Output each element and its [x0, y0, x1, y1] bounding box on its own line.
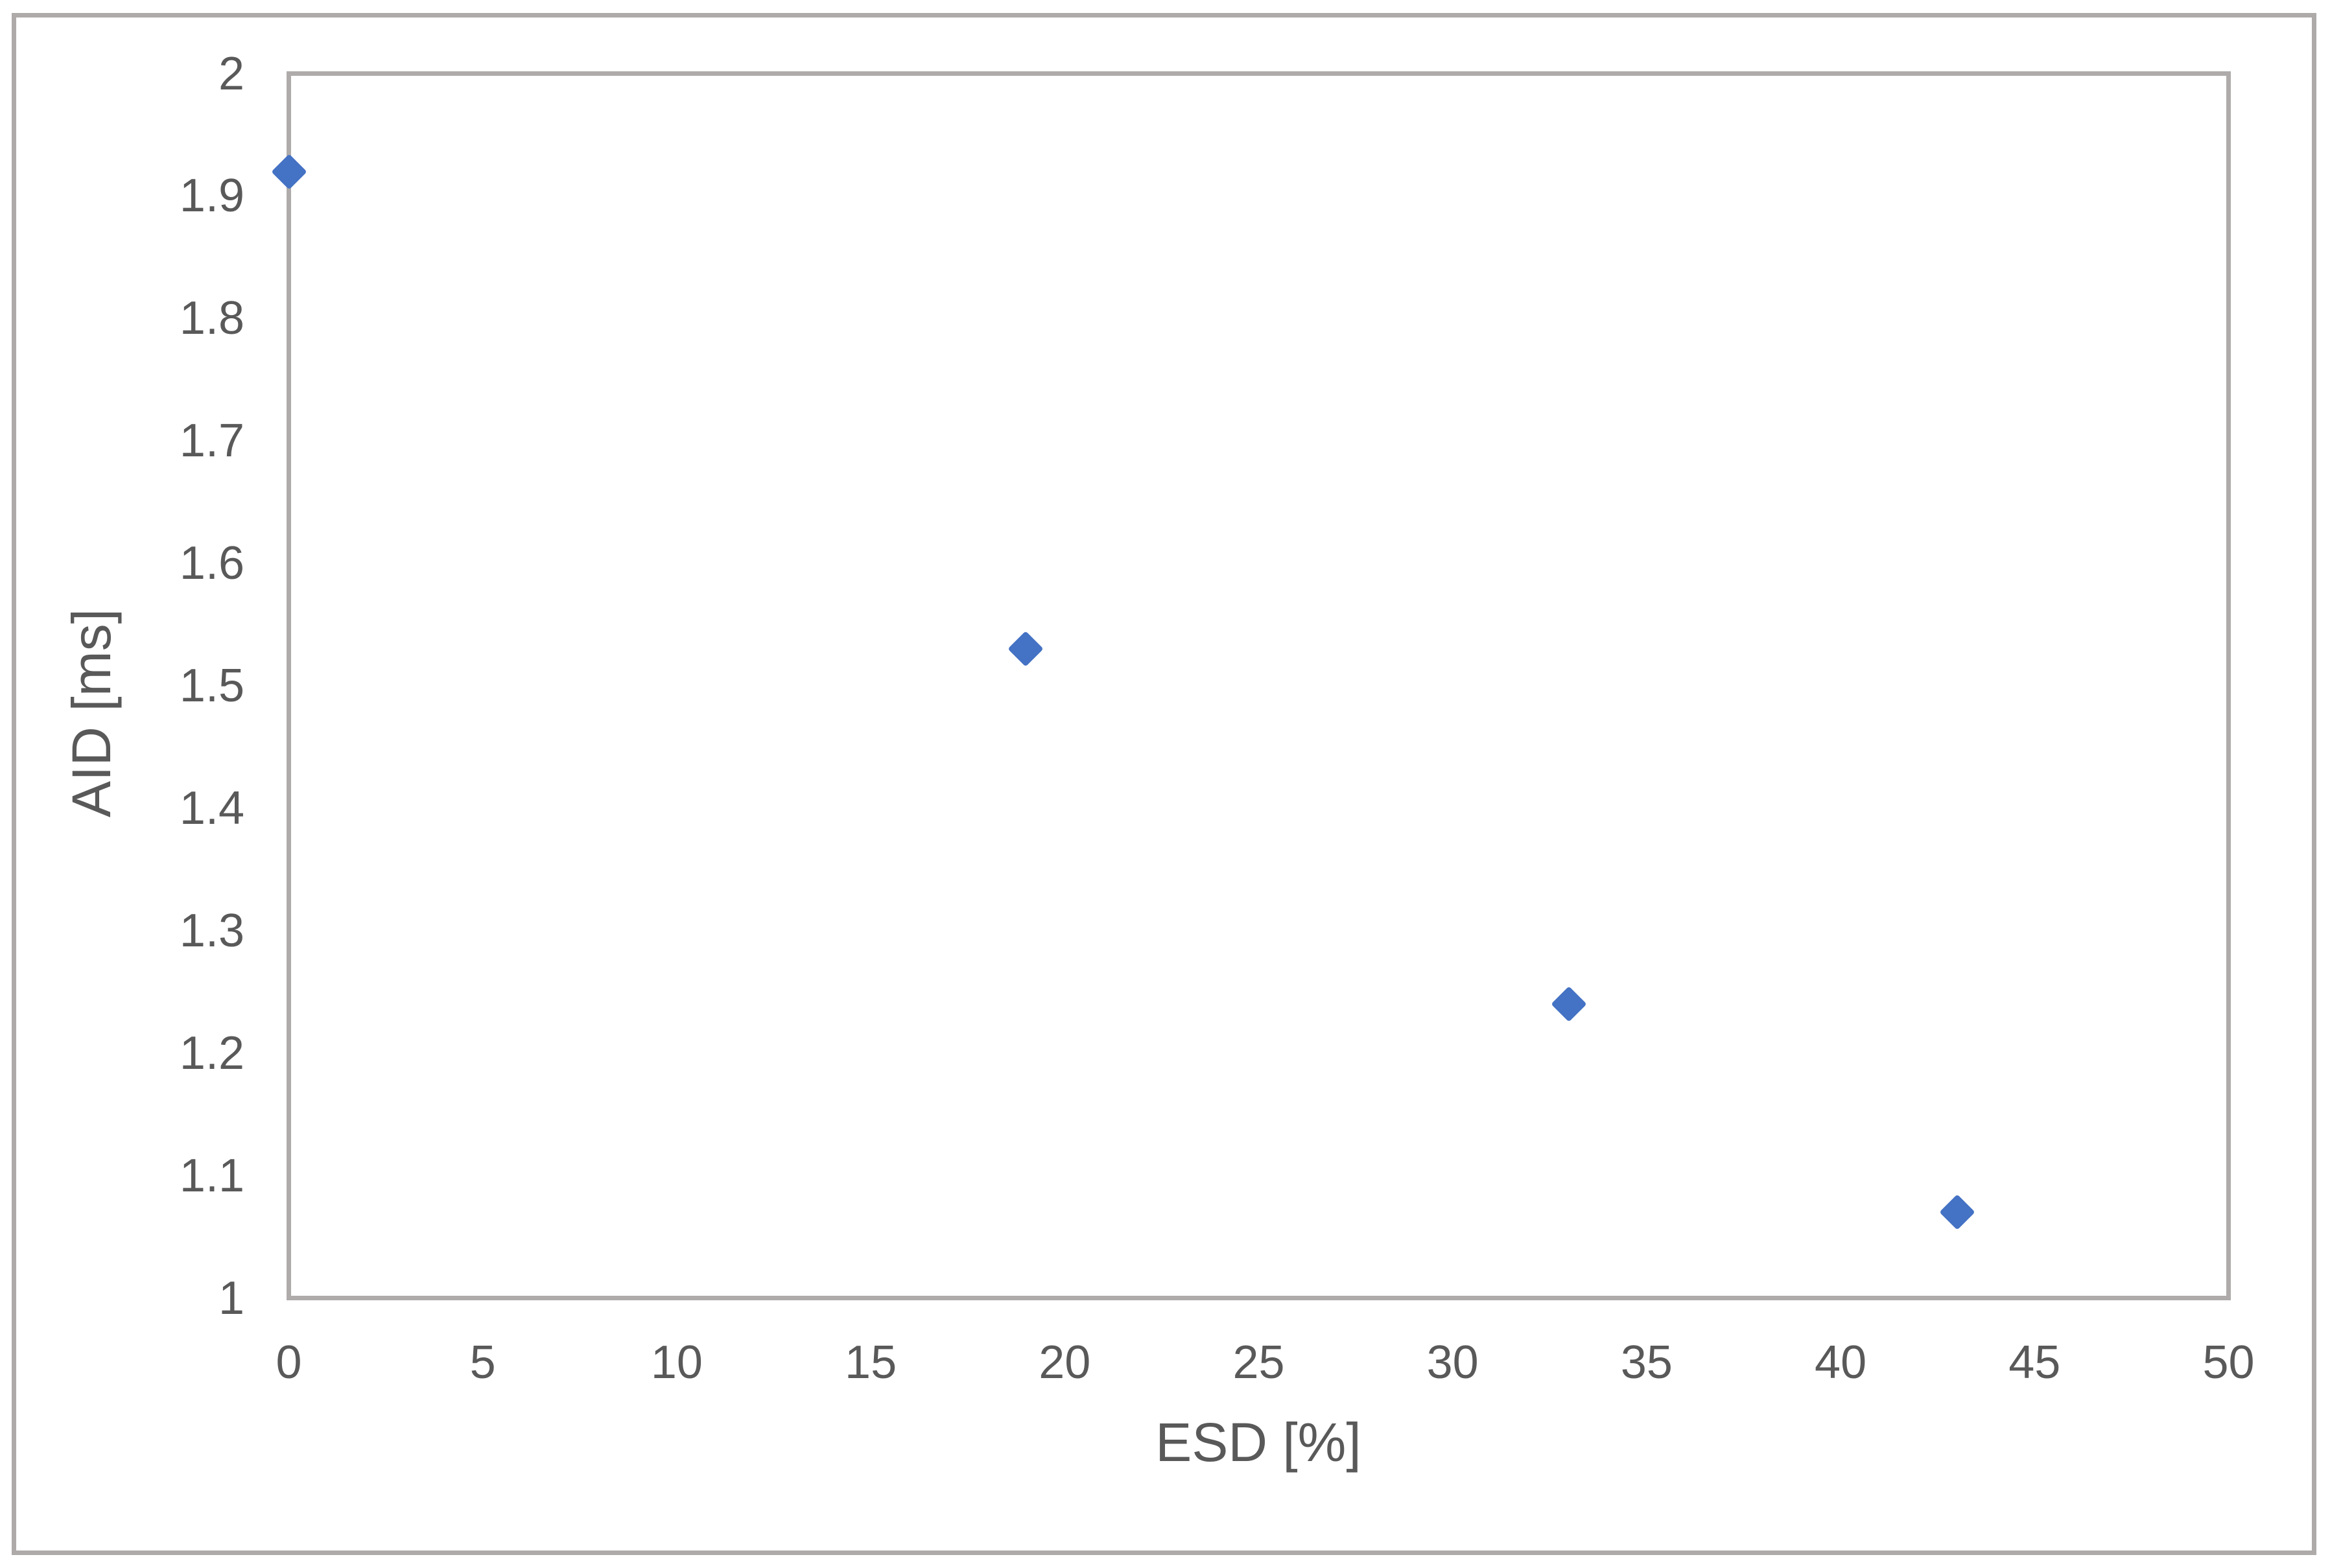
- y-tick-label: 1.4: [179, 782, 244, 834]
- x-tick-label: 5: [469, 1337, 496, 1388]
- plot-area: [287, 71, 2231, 1300]
- y-tick-label: 1.3: [179, 904, 244, 957]
- x-tick-label: 35: [1620, 1337, 1673, 1388]
- y-tick-label: 2: [218, 47, 244, 100]
- y-tick-label: 1.5: [179, 660, 244, 712]
- y-tick-label: 1.1: [179, 1149, 244, 1202]
- y-tick-label: 1.8: [179, 292, 244, 345]
- x-tick-label: 50: [2202, 1337, 2255, 1388]
- y-tick-label: 1.2: [179, 1027, 244, 1079]
- y-tick-label: 1.9: [179, 170, 244, 222]
- x-tick-label: 40: [1815, 1337, 1867, 1388]
- y-tick-label: 1.7: [179, 415, 244, 467]
- x-tick-label: 10: [650, 1337, 703, 1388]
- y-tick-label: 1.6: [179, 537, 244, 590]
- y-axis-title: AID [ms]: [61, 608, 122, 818]
- x-tick-label: 45: [2008, 1337, 2061, 1388]
- x-tick-label: 0: [276, 1337, 302, 1388]
- x-tick-label: 15: [845, 1337, 897, 1388]
- y-tick-label: 1: [218, 1272, 244, 1324]
- x-tick-label: 25: [1232, 1337, 1285, 1388]
- x-tick-label: 30: [1426, 1337, 1479, 1388]
- x-tick-label: 20: [1039, 1337, 1091, 1388]
- chart-outer-border: [12, 13, 2316, 1555]
- x-axis-title: ESD [%]: [1155, 1412, 1361, 1473]
